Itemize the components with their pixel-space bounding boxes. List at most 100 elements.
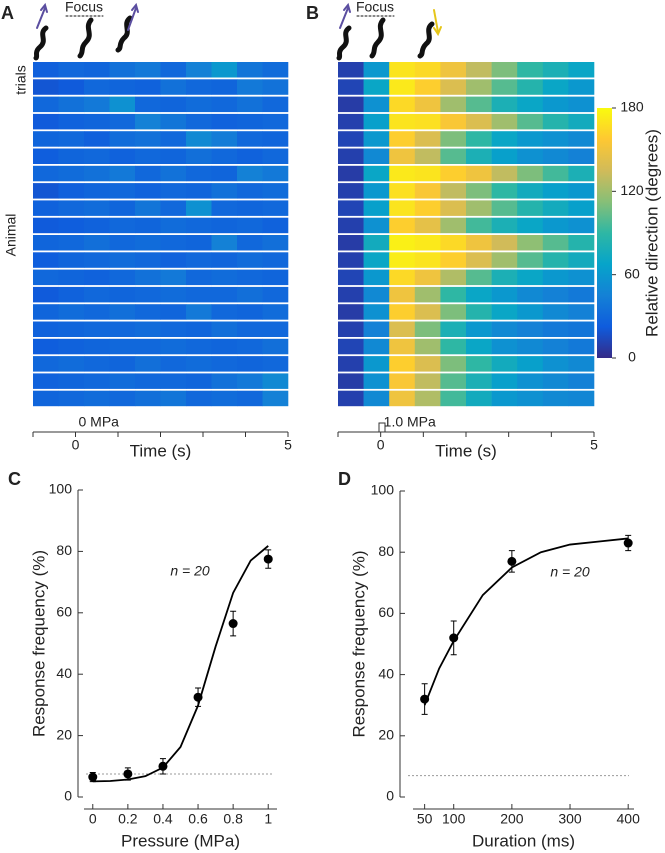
heat-cell — [542, 252, 569, 268]
heat-cell — [414, 356, 441, 372]
colorbar-tick-label: 60 — [624, 265, 640, 281]
heat-cell — [211, 304, 238, 320]
heat-cell — [414, 338, 441, 355]
y-tick-label: 20 — [378, 727, 394, 743]
heat-cell — [84, 356, 110, 372]
heat-cell — [33, 148, 59, 164]
y-tick-label: 80 — [56, 542, 72, 558]
heat-cell — [389, 356, 416, 372]
heat-cell — [237, 304, 263, 320]
heat-cell — [160, 113, 187, 130]
heat-cell — [363, 304, 390, 320]
heat-cell — [237, 356, 263, 372]
y-tick-label: 40 — [378, 665, 394, 681]
heat-cell — [414, 235, 441, 251]
heat-cell — [135, 373, 161, 389]
heat-cell — [135, 269, 161, 286]
heat-cell — [160, 235, 187, 251]
heat-cell — [211, 165, 238, 182]
heat-cell — [160, 356, 187, 372]
heat-cell — [542, 217, 569, 234]
heat-cell — [186, 321, 212, 337]
heat-cell — [33, 131, 59, 147]
heat-cell — [542, 200, 569, 216]
heat-cell — [517, 131, 544, 147]
heat-cell — [568, 165, 595, 182]
data-point — [193, 692, 203, 702]
heat-cell — [211, 113, 238, 130]
x-axis-label: Time (s) — [130, 441, 192, 460]
heat-cell — [414, 390, 441, 407]
y-tick-label: 60 — [378, 604, 394, 620]
heat-cell — [363, 269, 390, 286]
heat-cell — [262, 217, 289, 234]
heat-cell — [33, 235, 59, 251]
heat-cell — [568, 321, 595, 337]
heat-cell — [135, 321, 161, 337]
heat-cell — [58, 390, 85, 407]
heat-cell — [33, 183, 59, 199]
heat-cell — [84, 235, 110, 251]
heat-cell — [211, 183, 238, 199]
heat-cell — [262, 338, 289, 355]
heat-cell — [33, 356, 59, 372]
heat-cell — [363, 131, 390, 147]
heat-cell — [517, 79, 544, 95]
heat-cell — [186, 131, 212, 147]
x-tick-label: 0.8 — [223, 811, 243, 827]
heat-cell — [262, 304, 289, 320]
heat-cell — [160, 183, 187, 199]
heat-cell — [440, 79, 467, 95]
heat-cell — [568, 235, 595, 251]
x-tick-label: 0 — [377, 437, 385, 453]
heat-cell — [389, 269, 416, 286]
heat-cell — [33, 373, 59, 389]
heat-cell — [186, 356, 212, 372]
heat-cell — [84, 390, 110, 407]
heat-cell — [517, 304, 544, 320]
heat-cell — [135, 390, 161, 407]
data-point — [420, 694, 430, 704]
heat-cell — [363, 338, 390, 355]
heat-cell — [466, 304, 492, 320]
heat-cell — [440, 286, 467, 303]
heat-cell — [466, 390, 492, 407]
heat-cell — [186, 217, 212, 234]
heat-cell — [389, 252, 416, 268]
heat-cell — [186, 96, 212, 113]
heat-cell — [491, 183, 518, 199]
heat-cell — [491, 200, 518, 216]
heat-cell — [517, 96, 544, 113]
heat-cell — [211, 338, 238, 355]
heat-cell — [491, 235, 518, 251]
heat-cell — [440, 321, 467, 337]
heat-cell — [440, 96, 467, 113]
x-axis-label: Pressure (MPa) — [121, 831, 240, 850]
heat-cell — [338, 252, 364, 268]
heat-cell — [58, 252, 85, 268]
heat-cell — [135, 356, 161, 372]
heat-cell — [466, 96, 492, 113]
heat-cell — [237, 96, 263, 113]
heat-cell — [262, 269, 289, 286]
heat-cell — [517, 148, 544, 164]
heat-cell — [84, 62, 110, 78]
heat-cell — [33, 286, 59, 303]
heat-cell — [568, 200, 595, 216]
heat-cell — [84, 183, 110, 199]
heat-cell — [33, 200, 59, 216]
heat-cell — [135, 217, 161, 234]
heat-cell — [237, 321, 263, 337]
heat-cell — [517, 321, 544, 337]
heat-cell — [237, 113, 263, 130]
heat-cell — [568, 390, 595, 407]
heat-cell — [135, 79, 161, 95]
heat-cell — [466, 286, 492, 303]
data-point — [623, 538, 633, 548]
heat-cell — [414, 286, 441, 303]
heat-cell — [568, 131, 595, 147]
heat-cell — [491, 217, 518, 234]
heat-cell — [338, 113, 364, 130]
heat-cell — [211, 200, 238, 216]
x-axis-label: Duration (ms) — [472, 831, 575, 850]
